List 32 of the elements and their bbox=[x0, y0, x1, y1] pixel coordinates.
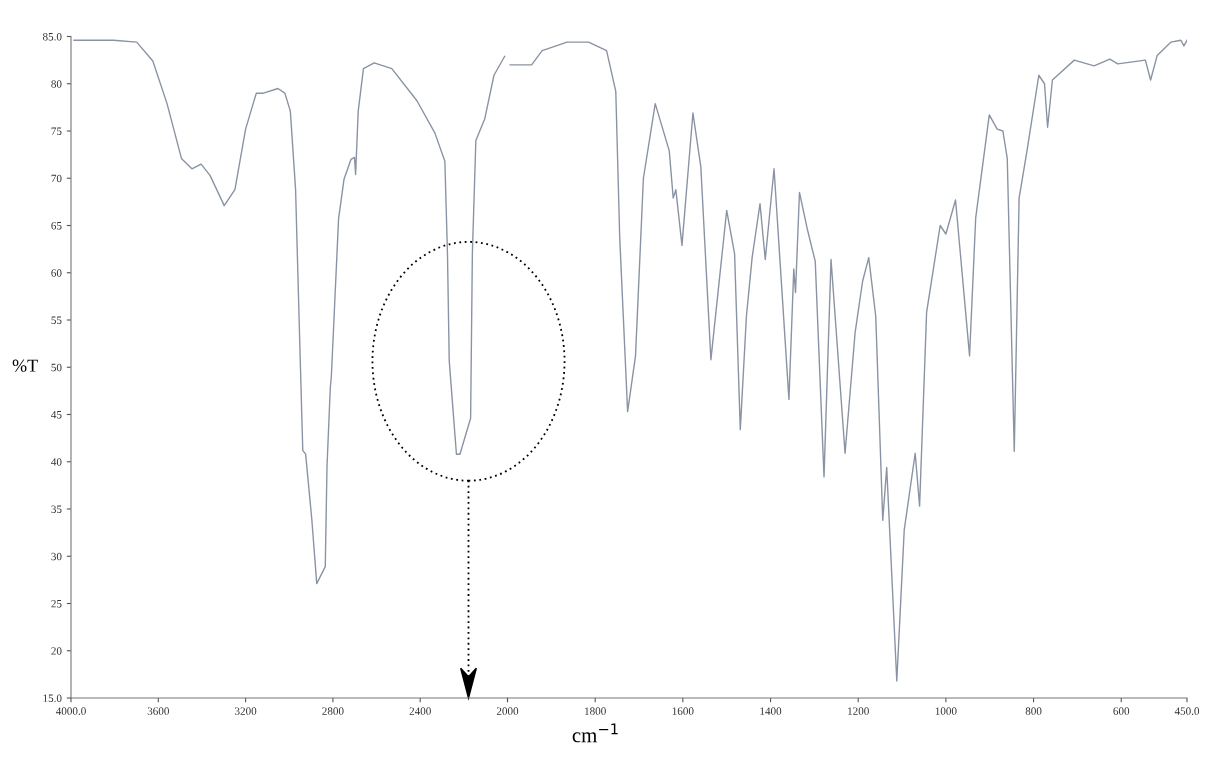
x-tick-label: 2800 bbox=[322, 707, 344, 715]
y-axis-title: %T bbox=[12, 359, 38, 372]
x-tick-label: 1200 bbox=[848, 707, 869, 715]
line-series bbox=[73, 39, 506, 585]
x-tick-label: 3600 bbox=[147, 707, 169, 715]
y-tick-label: 60 bbox=[51, 269, 62, 277]
x-tick-label: 1600 bbox=[672, 707, 694, 715]
x-tick-label: 2400 bbox=[409, 707, 431, 715]
y-tick-label: 15.0 bbox=[43, 694, 62, 703]
x-tick-label: 450.0 bbox=[1174, 707, 1200, 715]
y-tick-label: 45 bbox=[51, 411, 62, 419]
x-tick-label: 800 bbox=[1025, 707, 1042, 715]
x-tick-label: 2000 bbox=[496, 707, 519, 715]
y-tick-label: 65 bbox=[51, 222, 62, 230]
y-tick-label: 70 bbox=[51, 174, 62, 183]
y-tick-label: 40 bbox=[51, 458, 62, 466]
x-tick-label: 1000 bbox=[935, 707, 957, 715]
y-tick-label: 85.0 bbox=[42, 32, 62, 41]
x-axis-title: cm$^{−1}$ bbox=[572, 723, 618, 743]
y-tick-label: 30 bbox=[51, 552, 62, 561]
x-tick-label: 4000.0 bbox=[55, 707, 86, 715]
x-tick-label: 3200 bbox=[235, 707, 257, 715]
y-tick-label: 20 bbox=[51, 647, 62, 655]
x-tick-label: 600 bbox=[1113, 707, 1130, 715]
y-tick-label: 50 bbox=[51, 363, 62, 372]
x-tick-label: 1400 bbox=[760, 707, 782, 715]
x-tick-label: 1800 bbox=[585, 707, 606, 715]
y-tick-label: 80 bbox=[51, 80, 62, 88]
y-tick-label: 55 bbox=[51, 316, 62, 324]
y-tick-label: 35 bbox=[51, 505, 62, 513]
y-tick-label: 25 bbox=[51, 600, 62, 608]
y-tick-label: 75 bbox=[51, 127, 62, 135]
